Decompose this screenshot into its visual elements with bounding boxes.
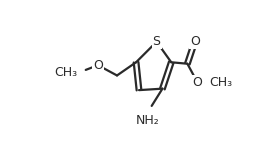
Text: S: S xyxy=(153,35,161,48)
Text: NH₂: NH₂ xyxy=(136,114,160,127)
Text: CH₃: CH₃ xyxy=(54,66,78,79)
Text: O: O xyxy=(190,35,200,48)
Text: CH₃: CH₃ xyxy=(209,76,232,89)
Text: O: O xyxy=(193,76,203,89)
Text: O: O xyxy=(93,59,103,72)
